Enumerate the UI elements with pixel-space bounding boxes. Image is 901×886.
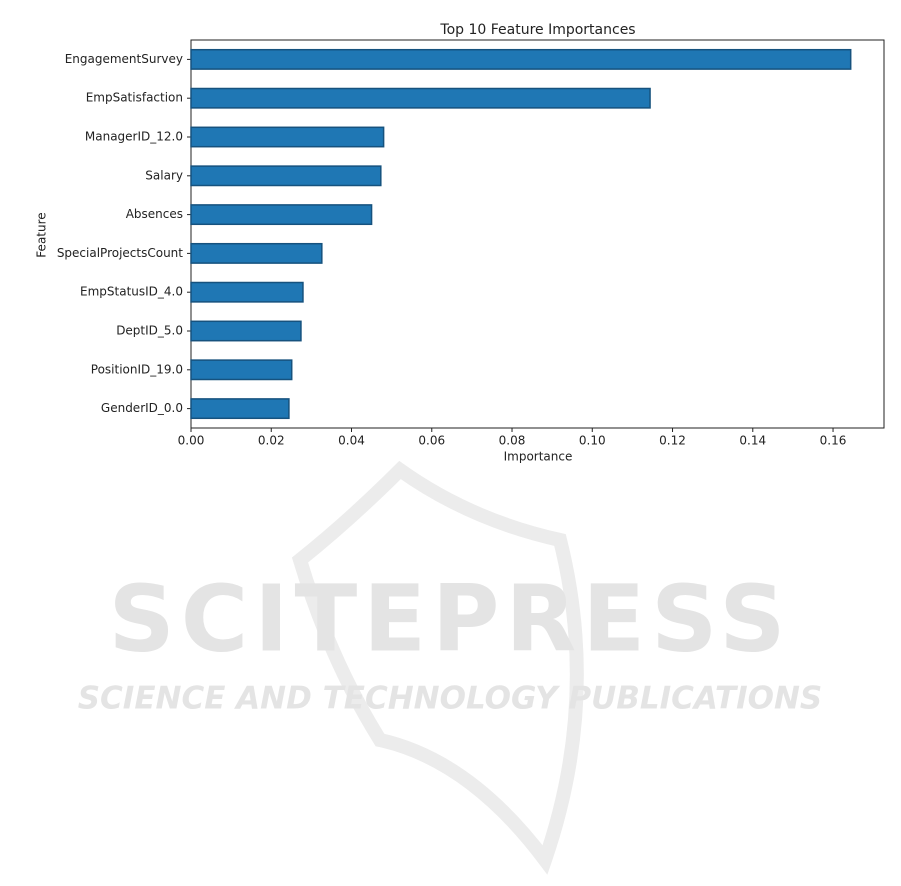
x-axis-label: Importance <box>504 450 573 464</box>
bar <box>190 320 302 342</box>
x-tick-label: 0.02 <box>258 434 285 448</box>
watermark-title: SCITEPRESS <box>108 565 791 672</box>
x-tick-label: 0.16 <box>820 434 847 448</box>
x-tick-label: 0.12 <box>659 434 686 448</box>
y-axis-label: Feature <box>35 212 49 257</box>
bar <box>190 204 373 226</box>
y-tick-label: DeptID_5.0 <box>116 324 183 338</box>
y-tick-label: GenderID_0.0 <box>101 401 183 415</box>
y-tick-label: EngagementSurvey <box>65 52 183 66</box>
watermark: SCITEPRESS SCIENCE AND TECHNOLOGY PUBLIC… <box>78 460 823 875</box>
watermark-subtitle: SCIENCE AND TECHNOLOGY PUBLICATIONS <box>78 681 823 717</box>
bar <box>190 126 385 148</box>
x-tick-label: 0.04 <box>338 434 365 448</box>
bar <box>190 359 293 381</box>
bar <box>190 87 651 109</box>
watermark-book <box>291 460 584 875</box>
y-tick-label: ManagerID_12.0 <box>85 130 183 144</box>
bar <box>190 48 852 70</box>
bar <box>190 242 323 264</box>
x-tick-label: 0.08 <box>499 434 526 448</box>
chart-title: Top 10 Feature Importances <box>439 22 635 38</box>
bar <box>190 281 304 303</box>
plot-frame <box>190 39 885 429</box>
y-tick-label: EmpSatisfaction <box>86 91 183 105</box>
y-tick-label: Absences <box>126 207 183 221</box>
bar <box>190 398 290 420</box>
x-tick-label: 0.06 <box>418 434 445 448</box>
y-tick-label: Salary <box>145 168 183 182</box>
y-tick-label: PositionID_19.0 <box>91 362 183 376</box>
y-tick-label: SpecialProjectsCount <box>57 246 183 260</box>
x-tick-label: 0.14 <box>739 434 766 448</box>
bar <box>190 165 382 187</box>
x-tick-label: 0.00 <box>178 434 205 448</box>
x-tick-label: 0.10 <box>579 434 606 448</box>
y-tick-label: EmpStatusID_4.0 <box>80 285 183 299</box>
